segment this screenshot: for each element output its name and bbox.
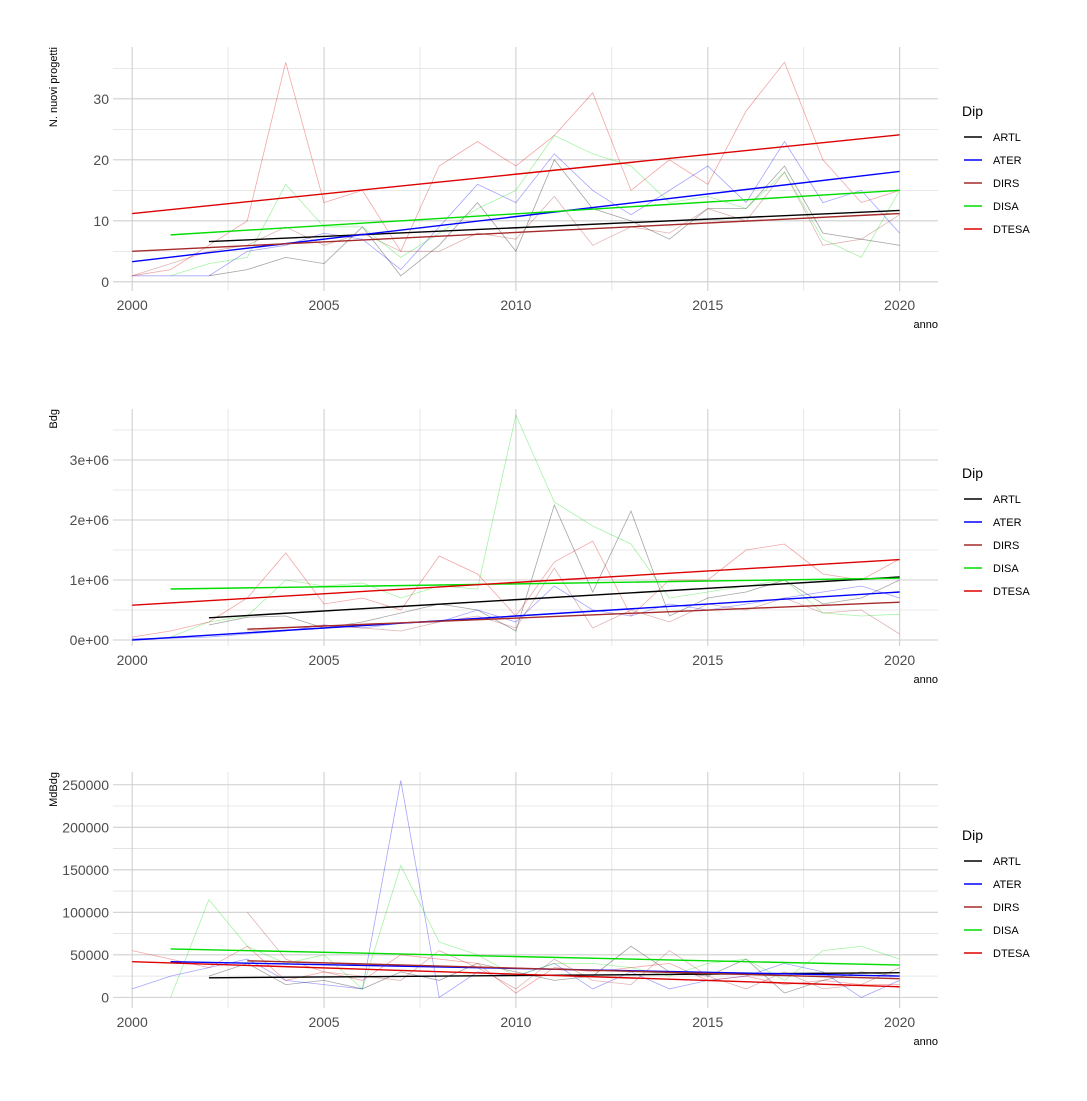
- legend-label-dirs: DIRS: [993, 902, 1019, 914]
- x-tick-label: 2000: [117, 652, 148, 668]
- legend: Dip ARTL ATER DIRS DISA DTESA: [962, 465, 1030, 598]
- grid: [113, 47, 938, 291]
- trend-line-artl: [208, 209, 900, 243]
- y-axis-title: MdBdg: [48, 772, 60, 807]
- x-tick-label: 2020: [884, 297, 915, 313]
- trend-line-dtesa: [132, 134, 900, 215]
- y-axis-title: N. nuovi progetti: [48, 47, 60, 127]
- trend-line-ater: [132, 591, 900, 641]
- trend-line-dtesa: [132, 558, 900, 606]
- trend-lines: [132, 948, 900, 988]
- legend-label-artl: ARTL: [993, 132, 1021, 144]
- x-tick-label: 2010: [500, 652, 531, 668]
- legend: Dip ARTL ATER DIRS DISA DTESA: [962, 827, 1030, 960]
- trend-line-dirs: [132, 212, 900, 253]
- y-tick-label: 0: [101, 274, 109, 290]
- chart-panel-3: 2000 2005 2010 2015 2020 0 50000 100000 150000 20…: [48, 772, 1030, 1048]
- y-tick-label: 3e+06: [70, 452, 110, 468]
- y-tick-label: 0e+00: [70, 632, 110, 648]
- y-tick-label: 150000: [62, 862, 109, 878]
- x-tick-label: 2010: [500, 1014, 531, 1030]
- legend-title: Dip: [962, 103, 983, 119]
- legend-label-ater: ATER: [993, 155, 1022, 167]
- legend-label-ater: ATER: [993, 879, 1022, 891]
- series-line-artl: [208, 945, 900, 994]
- series-line-ater: [132, 140, 900, 277]
- series-line-dtesa: [132, 945, 900, 994]
- legend-title: Dip: [962, 465, 983, 481]
- legend-label-disa: DISA: [993, 563, 1019, 575]
- y-tick-label: 1e+06: [70, 572, 110, 588]
- trend-line-artl: [208, 576, 900, 619]
- legend-label-dirs: DIRS: [993, 178, 1019, 190]
- x-tick-label: 2015: [692, 1014, 723, 1030]
- x-tick-label: 2010: [500, 297, 531, 313]
- grid: [113, 409, 938, 646]
- legend-label-dtesa: DTESA: [993, 948, 1030, 960]
- x-tick-label: 2000: [117, 297, 148, 313]
- y-tick-label: 30: [93, 91, 109, 107]
- y-tick-label: 100000: [62, 904, 109, 920]
- grid: [113, 772, 938, 1008]
- x-tick-label: 2005: [308, 652, 339, 668]
- trend-lines: [132, 134, 900, 263]
- legend-title: Dip: [962, 827, 983, 843]
- y-tick-label: 200000: [62, 819, 109, 835]
- y-tick-label: 250000: [62, 777, 109, 793]
- trend-line-ater: [132, 170, 900, 263]
- x-tick-label: 2005: [308, 1014, 339, 1030]
- legend-label-artl: ARTL: [993, 856, 1021, 868]
- x-tick-label: 2005: [308, 297, 339, 313]
- legend-label-dirs: DIRS: [993, 540, 1019, 552]
- series-line-artl: [208, 159, 900, 277]
- legend-label-artl: ARTL: [993, 494, 1021, 506]
- y-axis-title: Bdg: [48, 409, 60, 429]
- series-line-disa: [170, 413, 900, 638]
- x-axis-title: anno: [914, 674, 938, 686]
- y-tick-label: 50000: [70, 947, 109, 963]
- x-axis-title: anno: [914, 319, 938, 331]
- y-tick-label: 0: [101, 989, 109, 1005]
- trend-line-dirs: [247, 601, 900, 630]
- x-tick-label: 2015: [692, 297, 723, 313]
- trend-line-dtesa: [132, 960, 900, 988]
- legend: Dip ARTL ATER DIRS DISA DTESA: [962, 103, 1030, 236]
- trend-line-dirs: [247, 960, 900, 980]
- y-tick-label: 2e+06: [70, 512, 110, 528]
- y-tick-label: 20: [93, 152, 109, 168]
- y-tick-label: 10: [93, 213, 109, 229]
- x-tick-label: 2000: [117, 1014, 148, 1030]
- legend-label-dtesa: DTESA: [993, 586, 1030, 598]
- series-line-disa: [170, 134, 900, 277]
- x-tick-label: 2015: [692, 652, 723, 668]
- x-tick-label: 2020: [884, 1014, 915, 1030]
- trend-line-disa: [170, 948, 900, 966]
- trend-lines: [132, 558, 900, 641]
- x-tick-label: 2020: [884, 652, 915, 668]
- legend-label-disa: DISA: [993, 925, 1019, 937]
- x-axis-title: anno: [914, 1036, 938, 1048]
- series-line-dtesa: [132, 61, 900, 277]
- legend-label-dtesa: DTESA: [993, 224, 1030, 236]
- legend-label-disa: DISA: [993, 201, 1019, 213]
- trend-line-disa: [170, 189, 900, 236]
- series-line-dirs: [247, 567, 900, 635]
- chart-panel-2: 2000 2005 2010 2015 2020 0e+00 1e+06 2e+06 3e+06…: [48, 409, 1030, 686]
- trend-line-disa: [170, 577, 900, 590]
- raw-series: [132, 61, 900, 277]
- chart-panel-1: 2000 2005 2010 2015 2020 0 10 20 30 anno N. nuovi …: [48, 47, 1030, 331]
- legend-label-ater: ATER: [993, 517, 1022, 529]
